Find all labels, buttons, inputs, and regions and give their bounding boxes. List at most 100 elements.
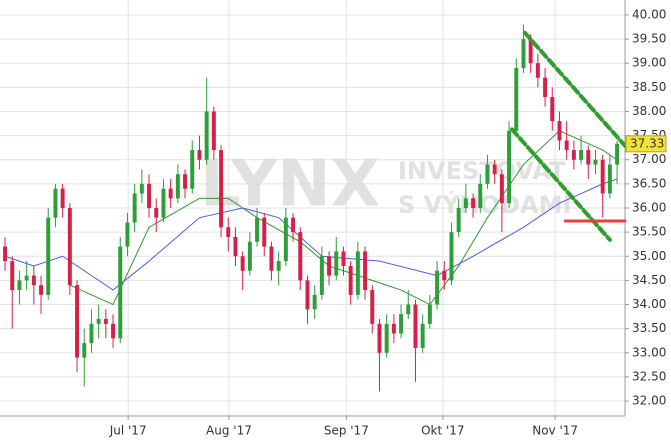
candle-body bbox=[478, 183, 483, 208]
candle-body bbox=[413, 304, 418, 348]
candle-body bbox=[132, 193, 137, 223]
watermark-logo: LYNX bbox=[200, 148, 380, 222]
candle-body bbox=[233, 236, 238, 257]
y-tick-label: 40.00 bbox=[632, 7, 666, 21]
candle-body bbox=[197, 150, 202, 160]
candle-body bbox=[96, 318, 101, 324]
candle-body bbox=[247, 241, 252, 271]
candle-body bbox=[139, 183, 144, 194]
y-tick-label: 37.00 bbox=[632, 152, 666, 166]
candle-body bbox=[435, 270, 440, 305]
y-tick-label: 32.50 bbox=[632, 369, 666, 383]
y-tick-label: 36.00 bbox=[632, 201, 666, 215]
candle-body bbox=[334, 251, 339, 276]
candle-body bbox=[348, 265, 353, 295]
candle-body bbox=[204, 111, 209, 160]
candle-body bbox=[39, 285, 44, 295]
candle-body bbox=[10, 261, 15, 291]
x-tick-label: Jul '17 bbox=[109, 424, 147, 438]
watermark-line: S VÝHODAMI bbox=[398, 189, 571, 219]
candle-body bbox=[499, 174, 504, 204]
candle-body bbox=[46, 217, 51, 295]
candle-body bbox=[564, 140, 569, 151]
candle-body bbox=[175, 174, 180, 199]
candle-body bbox=[355, 251, 360, 295]
candle-body bbox=[17, 280, 22, 291]
candle-body bbox=[31, 275, 36, 286]
candle-body bbox=[168, 188, 173, 199]
candle-body bbox=[399, 314, 404, 334]
candle-body bbox=[420, 323, 425, 348]
candle-body bbox=[161, 188, 166, 218]
candle-body bbox=[319, 256, 324, 295]
candle-body bbox=[528, 39, 533, 64]
candle-body bbox=[291, 217, 296, 233]
candle-body bbox=[312, 294, 317, 310]
candle-body bbox=[240, 256, 245, 271]
candle-body bbox=[607, 164, 612, 194]
candle-body bbox=[190, 150, 195, 189]
candle-body bbox=[3, 246, 8, 262]
candle-body bbox=[543, 77, 548, 98]
trend-line bbox=[522, 30, 627, 148]
candle-body bbox=[103, 318, 108, 324]
candle-body bbox=[507, 130, 512, 204]
candle-body bbox=[442, 270, 447, 281]
candle-body bbox=[269, 246, 274, 271]
candle-body bbox=[183, 174, 188, 189]
y-tick-label: 34.00 bbox=[632, 297, 666, 311]
x-tick-label: Nov '17 bbox=[532, 424, 578, 438]
candle-body bbox=[24, 275, 29, 281]
candle-body bbox=[226, 227, 231, 237]
candle-body bbox=[89, 323, 94, 344]
candle-body bbox=[514, 68, 519, 131]
candle-body bbox=[211, 111, 216, 151]
y-tick-label: 38.00 bbox=[632, 104, 666, 118]
candle-body bbox=[384, 323, 389, 353]
candle-body bbox=[219, 150, 224, 228]
candle-body bbox=[67, 208, 72, 286]
candle-body bbox=[298, 232, 303, 281]
candle-body bbox=[600, 159, 605, 194]
candle-body bbox=[75, 285, 80, 358]
y-tick-label: 35.00 bbox=[632, 249, 666, 263]
y-tick-label: 39.50 bbox=[632, 32, 666, 46]
x-tick-label: Sep '17 bbox=[324, 424, 369, 438]
candle-body bbox=[463, 198, 468, 208]
candle-body bbox=[485, 164, 490, 184]
candle-body bbox=[571, 150, 576, 160]
candle-body bbox=[53, 188, 58, 218]
candle-body bbox=[118, 246, 123, 339]
candle-body bbox=[60, 188, 65, 208]
y-tick-label: 35.50 bbox=[632, 225, 666, 239]
y-tick-label: 33.00 bbox=[632, 345, 666, 359]
candle-body bbox=[615, 143, 620, 165]
candle-body bbox=[557, 121, 562, 141]
candle-body bbox=[406, 304, 411, 315]
candle-body bbox=[82, 343, 87, 358]
candle-body bbox=[327, 256, 332, 276]
candle-body bbox=[276, 261, 281, 271]
y-tick-label: 38.50 bbox=[632, 80, 666, 94]
candle-body bbox=[363, 251, 368, 291]
candle-body bbox=[579, 150, 584, 160]
candle-body bbox=[370, 290, 375, 324]
candle-body bbox=[262, 217, 267, 247]
candle-body bbox=[456, 208, 461, 233]
candle-body bbox=[427, 304, 432, 324]
candle-body bbox=[586, 150, 591, 165]
x-tick-label: Okt '17 bbox=[421, 424, 464, 438]
y-tick-label: 39.00 bbox=[632, 56, 666, 70]
candle-body bbox=[341, 251, 346, 266]
candle-body bbox=[449, 232, 454, 281]
candle-body bbox=[255, 217, 260, 242]
grid bbox=[0, 0, 625, 416]
moving-average bbox=[69, 130, 618, 306]
y-tick-label: 33.50 bbox=[632, 321, 666, 335]
x-tick-label: Aug '17 bbox=[206, 424, 252, 438]
candle-body bbox=[377, 323, 382, 353]
y-tick-label: 36.50 bbox=[632, 176, 666, 190]
candle-body bbox=[492, 164, 497, 175]
y-tick-label: 34.50 bbox=[632, 273, 666, 287]
